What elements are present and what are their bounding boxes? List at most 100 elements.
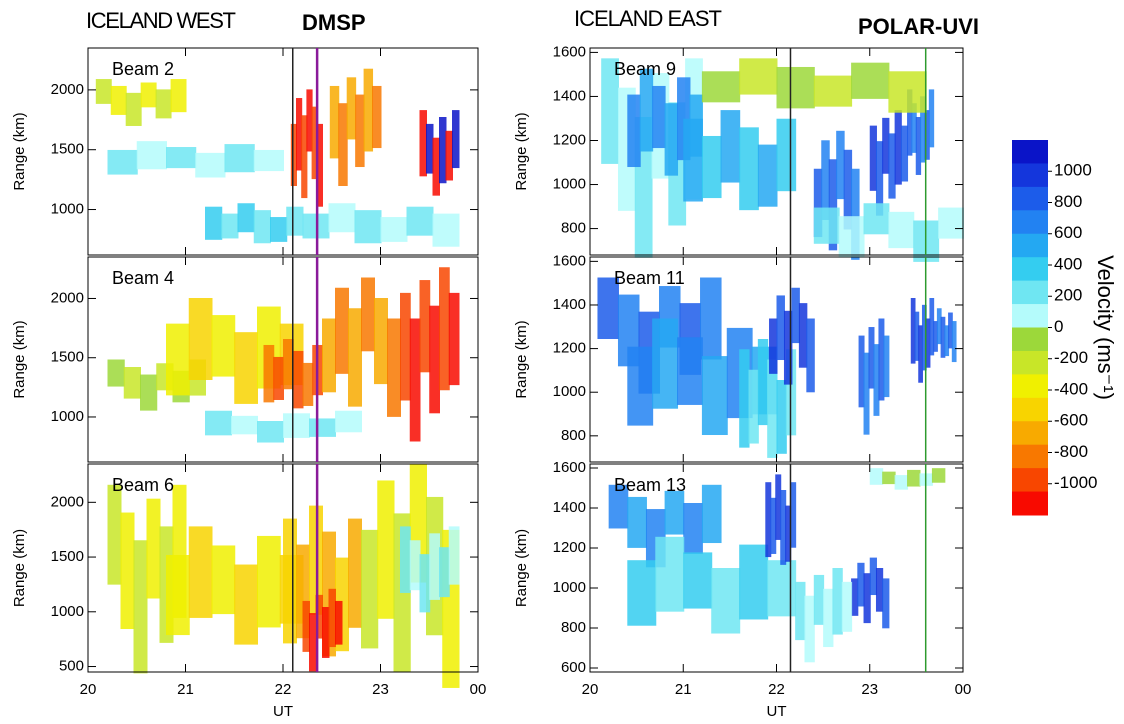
echo-patch	[883, 335, 890, 398]
echo-patch	[263, 344, 275, 403]
echo-patch	[720, 110, 741, 183]
echo-patch	[125, 92, 142, 126]
colorbar-band	[1012, 163, 1048, 188]
echo-patch	[878, 318, 885, 401]
echo-patch	[445, 130, 453, 181]
echo-patch	[700, 277, 722, 360]
echo-patch	[140, 374, 158, 411]
echo-patch	[765, 482, 772, 558]
colorbar-tick-label: 800	[1054, 192, 1082, 211]
y-tick-label: 1200	[553, 539, 586, 556]
echo-patch	[780, 490, 787, 565]
echo-patch	[900, 125, 909, 182]
echo-patch	[348, 518, 362, 628]
echo-patch	[188, 298, 213, 380]
y-tick-label: 1600	[553, 252, 586, 269]
x-tick-label: 21	[177, 681, 194, 698]
echo-patch	[701, 484, 722, 544]
y-axis-label: Range (km)	[11, 320, 28, 398]
echo-patch	[419, 280, 431, 373]
echo-patch	[882, 578, 890, 629]
echo-patch	[205, 410, 232, 436]
colorbar-band	[1012, 304, 1048, 328]
echo-patch	[928, 89, 935, 148]
y-tick-label: 800	[561, 220, 586, 237]
echo-patch	[426, 123, 434, 174]
echo-patch	[363, 68, 374, 152]
heading: POLAR-UVI	[858, 14, 979, 39]
echo-patch	[429, 533, 440, 600]
echo-patch	[627, 94, 641, 168]
echo-patch	[701, 356, 728, 436]
echo-patch	[335, 600, 343, 645]
y-tick-label: 800	[561, 427, 586, 444]
echo-patch	[639, 68, 654, 152]
colorbar-tick-label: 600	[1054, 223, 1082, 242]
colorbar-tick-label: 400	[1054, 254, 1082, 273]
y-axis-label: Range (km)	[513, 112, 530, 190]
echo-patch	[306, 89, 313, 152]
echo-patch	[419, 554, 431, 613]
echo-patch	[748, 369, 759, 444]
echo-patch	[322, 607, 330, 658]
y-tick-label: 1500	[51, 349, 84, 366]
colorbar-band	[1012, 374, 1048, 399]
echo-patch	[354, 210, 382, 244]
echo-patch	[452, 110, 460, 169]
echo-patch	[95, 79, 112, 104]
colorbar-band	[1012, 210, 1048, 235]
echo-patch	[627, 496, 647, 548]
echo-patch	[739, 127, 759, 211]
y-axis-label: Range (km)	[513, 320, 530, 398]
x-tick-label: 00	[470, 681, 487, 698]
echo-patch	[432, 213, 460, 247]
echo-patch	[170, 79, 187, 113]
echo-patch	[739, 349, 750, 448]
echo-patch	[701, 135, 722, 199]
echo-patch	[869, 468, 884, 485]
y-tick-label: 1500	[51, 141, 84, 158]
colorbar-band	[1012, 327, 1048, 352]
heading: DMSP	[302, 10, 366, 35]
echo-patch	[813, 574, 825, 625]
colorbar-label: Velocity (ms⁻¹)	[1093, 255, 1118, 400]
echo-patch	[655, 536, 685, 612]
y-tick-label: 1000	[51, 408, 84, 425]
x-tick-label: 23	[861, 681, 878, 698]
colorbar-band	[1012, 257, 1048, 282]
echo-patch	[329, 85, 340, 159]
colorbar-band	[1012, 186, 1048, 211]
echo-patch	[921, 304, 927, 371]
y-tick-label: 1000	[51, 201, 84, 218]
echo-patch	[188, 526, 213, 618]
echo-patch	[315, 594, 323, 639]
colorbar-tick-label: -200	[1054, 348, 1088, 367]
echo-patch	[361, 277, 375, 352]
echo-patch	[374, 298, 388, 385]
beam-label: Beam 4	[112, 268, 174, 288]
echo-patch	[166, 555, 190, 636]
echo-patch	[677, 337, 703, 405]
echo-patch	[821, 140, 830, 220]
echo-patch	[823, 588, 834, 648]
colorbar-band	[1012, 350, 1048, 375]
y-axis-label: Range (km)	[11, 529, 28, 607]
colorbar-tick-label: -600	[1054, 411, 1088, 430]
y-tick-label: 1600	[553, 459, 586, 476]
y-tick-label: 1500	[51, 548, 84, 565]
echo-patch	[406, 206, 434, 236]
y-tick-label: 1000	[553, 579, 586, 596]
echo-patch	[107, 484, 122, 585]
echo-patch	[785, 505, 792, 562]
x-tick-label: 20	[582, 681, 599, 698]
echo-patch	[868, 327, 875, 389]
y-tick-label: 1000	[51, 603, 84, 620]
echo-patch	[361, 529, 379, 649]
echo-patch	[836, 130, 845, 200]
echo-patch	[770, 497, 777, 554]
echo-patch	[936, 308, 942, 345]
echo-patch	[335, 410, 362, 433]
echo-patch	[776, 295, 785, 361]
echo-patch	[914, 311, 920, 361]
